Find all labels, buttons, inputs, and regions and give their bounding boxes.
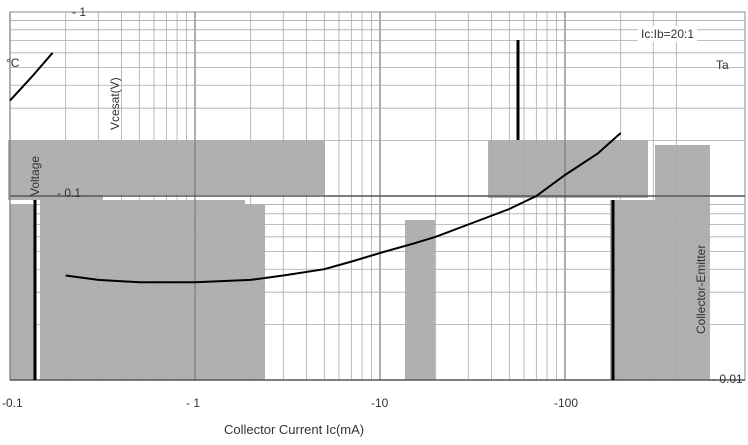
shade-block-1 [100,140,325,195]
ylabel-top: Vcesat(V) [108,77,122,130]
x-tick-3: -100 [554,396,579,410]
y-tick-mid: - 0.1 [57,186,82,200]
y-axis-label-right: Collector-Emitter [694,244,708,334]
x-tick-1: - 1 [186,396,201,410]
chart-shading [8,140,710,380]
shade-block-2 [488,140,648,198]
shade-block-3 [40,200,102,380]
series-partial-line [9,52,54,102]
x-axis-label: Collector Current Ic(mA) [224,422,365,437]
chart-curves [9,52,622,284]
fragment-left: °C [6,56,20,70]
shade-block-0 [8,140,103,200]
series-main-line [65,132,622,284]
y-tick-bottom: - 0.01 [712,372,743,386]
shade-block-6 [405,220,435,380]
y-axis-label-left: Voltage [28,155,42,196]
shade-block-7 [610,200,655,380]
y-tick-top: - 1 [72,5,87,19]
condition-label: Ic:Ib=20:1 [638,26,698,42]
x-tick-0: -0.1 [2,396,23,410]
fragment-right: Ta [716,58,729,72]
chart-grid [9,11,746,381]
shade-block-8 [655,145,710,380]
x-tick-2: -10 [371,396,389,410]
shade-block-4 [100,200,245,380]
